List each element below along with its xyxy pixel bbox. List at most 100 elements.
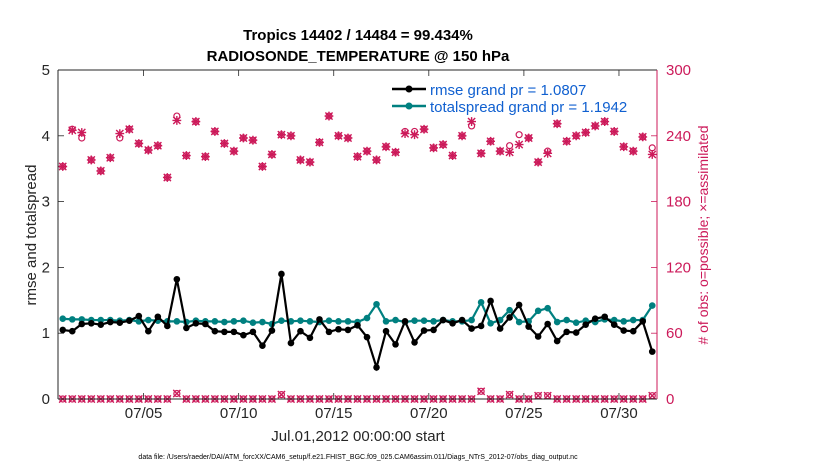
obs-assimilated-point bbox=[362, 146, 372, 156]
obs-assimilated-point bbox=[181, 151, 191, 160]
rmse-point bbox=[116, 319, 124, 326]
spread-point bbox=[610, 316, 618, 324]
spread-point bbox=[278, 317, 285, 324]
obs-assimilated-point bbox=[467, 117, 476, 126]
obs-assimilated-point bbox=[105, 153, 115, 163]
obs-assimilated-point bbox=[353, 152, 362, 162]
obs-assimilated-point bbox=[381, 142, 391, 152]
spread-point bbox=[563, 316, 570, 324]
obs-assimilated-point bbox=[315, 137, 324, 147]
spread-point bbox=[325, 317, 333, 324]
x-tick-label: 07/05 bbox=[125, 405, 163, 422]
spread-point bbox=[515, 318, 523, 326]
spread-point bbox=[59, 315, 67, 323]
spread-point bbox=[97, 316, 105, 324]
obs-assimilated-point bbox=[324, 111, 334, 121]
rmse-point bbox=[249, 328, 257, 336]
obs-assimilated-point bbox=[258, 162, 267, 171]
obs-assimilated-point bbox=[67, 125, 77, 135]
obs-assimilated-point bbox=[590, 121, 600, 131]
rmse-point bbox=[287, 339, 295, 347]
obs-assimilated-point bbox=[200, 152, 210, 162]
spread-point bbox=[306, 318, 314, 325]
spread-point bbox=[173, 318, 181, 325]
obs-assimilated-point bbox=[486, 136, 496, 146]
rmse-point bbox=[487, 297, 494, 305]
obs-assimilated-point bbox=[419, 124, 429, 134]
obs-assimilated-point bbox=[153, 141, 163, 151]
rmse-point bbox=[306, 334, 314, 342]
data-file-footnote: data file: /Users/raeder/DAI/ATM_forcXX/… bbox=[138, 454, 578, 461]
spread-point bbox=[221, 318, 228, 326]
rmse-point bbox=[496, 325, 504, 332]
legend-rmse-label: rmse grand pr = 1.0807 bbox=[430, 82, 586, 99]
obs-rejected-possible-point bbox=[277, 391, 286, 399]
axes-background bbox=[58, 70, 657, 399]
rmse-point bbox=[154, 313, 162, 321]
y-tick-label-right: 60 bbox=[666, 325, 683, 342]
legend: rmse grand pr = 1.0807 totalspread grand… bbox=[390, 79, 648, 116]
rmse-point bbox=[192, 320, 200, 327]
rmse-point bbox=[268, 327, 276, 334]
spread-point bbox=[363, 314, 371, 322]
y-tick-label-right: 180 bbox=[666, 194, 691, 211]
spread-point bbox=[249, 319, 257, 326]
obs-assimilated-point bbox=[609, 127, 619, 136]
y-tick-label-left: 4 bbox=[42, 128, 50, 145]
rmse-point bbox=[430, 326, 437, 334]
obs-rejected-point bbox=[534, 391, 543, 400]
rmse-point bbox=[335, 325, 342, 333]
obs-assimilated-point bbox=[438, 140, 448, 149]
x-axis-label: Jul.01,2012 00:00:00 start bbox=[271, 428, 445, 445]
legend-rmse-marker bbox=[405, 85, 413, 93]
spread-point bbox=[411, 317, 418, 324]
obs-assimilated-point bbox=[305, 157, 315, 167]
x-tick-label: 07/10 bbox=[220, 405, 258, 422]
rmse-point bbox=[534, 333, 542, 340]
obs-assimilated-point bbox=[77, 128, 87, 137]
rmse-point bbox=[582, 321, 589, 328]
obs-rejected-point bbox=[172, 389, 181, 398]
obs-assimilated-point bbox=[162, 173, 172, 182]
rmse-point bbox=[164, 322, 171, 330]
x-tick-label: 07/20 bbox=[410, 405, 448, 422]
spread-point bbox=[297, 317, 304, 324]
x-tick-label: 07/25 bbox=[505, 405, 543, 422]
obs-assimilated-point bbox=[514, 140, 524, 149]
obs-assimilated-point bbox=[86, 155, 96, 165]
obs-assimilated-point bbox=[372, 155, 381, 165]
rmse-point bbox=[97, 321, 105, 328]
spread-point bbox=[629, 316, 637, 324]
rmse-point bbox=[648, 348, 656, 355]
obs-rejected-possible-point bbox=[173, 389, 181, 398]
obs-assimilated-point bbox=[400, 129, 410, 139]
obs-assimilated-point bbox=[391, 147, 400, 157]
rmse-point bbox=[173, 275, 181, 283]
rmse-point bbox=[468, 325, 475, 332]
obs-assimilated-point bbox=[647, 150, 657, 159]
spread-point bbox=[287, 318, 295, 325]
spread-point bbox=[506, 306, 513, 314]
rmse-point bbox=[183, 324, 190, 332]
rmse-point bbox=[145, 327, 152, 335]
x-tick-label: 07/30 bbox=[600, 405, 638, 422]
obs-assimilated-point bbox=[239, 133, 248, 143]
obs-rejected-point bbox=[505, 390, 514, 399]
obs-rejected-possible-point bbox=[506, 391, 514, 399]
rmse-point bbox=[629, 327, 637, 335]
obs-assimilated-point bbox=[495, 146, 505, 156]
rmse-point bbox=[126, 317, 133, 324]
spread-point bbox=[78, 316, 86, 323]
obs-assimilated-point bbox=[628, 146, 638, 156]
y-tick-label-right: 0 bbox=[666, 391, 674, 408]
obs-assimilated-point bbox=[296, 155, 305, 165]
rmse-point bbox=[259, 342, 266, 350]
rmse-point bbox=[316, 316, 323, 323]
rmse-point bbox=[87, 320, 95, 327]
spread-point bbox=[620, 318, 628, 325]
rmse-point bbox=[563, 328, 570, 336]
rmse-point bbox=[373, 364, 380, 371]
spread-point bbox=[553, 318, 561, 326]
rmse-point bbox=[420, 327, 428, 334]
y-tick-label-right: 120 bbox=[666, 259, 691, 276]
